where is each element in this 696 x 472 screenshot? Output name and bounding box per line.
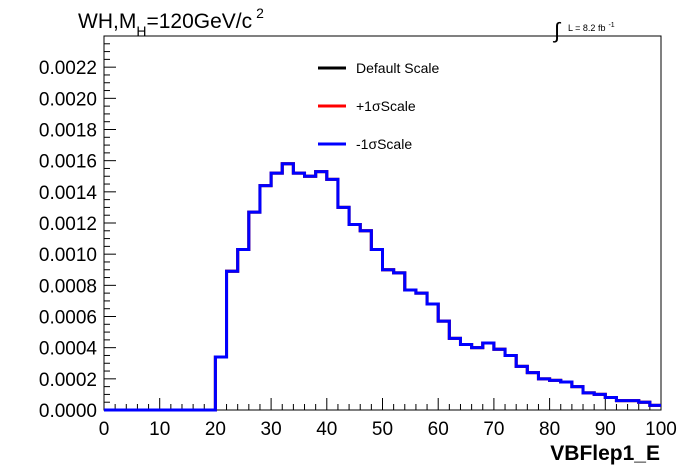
chart-title: WH,MH=120GeV/c 2 <box>78 5 264 39</box>
x-tick-label: 10 <box>149 419 170 440</box>
y-tick-label: 0.0006 <box>39 308 97 329</box>
title-rest: =120GeV/c <box>146 10 252 33</box>
y-tick-label: 0.0008 <box>39 276 97 297</box>
y-tick-label: 0.0018 <box>39 121 97 142</box>
x-tick-label: 0 <box>99 419 110 440</box>
y-axis: 0.0000 0.0002 0.0004 0.0006 0.0008 0.0010 0.00… <box>39 43 116 422</box>
y-tick-label: 0.0002 <box>39 370 97 391</box>
title-main: WH,M <box>78 10 136 33</box>
x-tick-label: 60 <box>428 419 449 440</box>
y-tick-label: 0.0000 <box>39 401 97 422</box>
title-superscript: 2 <box>256 5 264 21</box>
lumi-integral: ∫ <box>552 18 562 43</box>
y-tick-label: 0.0010 <box>39 245 97 266</box>
legend: Default Scale +1σScale -1σScale <box>318 60 439 152</box>
lumi-superscript: -1 <box>608 22 614 29</box>
x-tick-label: 90 <box>595 419 616 440</box>
title-subscript: H <box>136 23 146 39</box>
y-tick-label: 0.0004 <box>39 339 98 360</box>
lumi-text: L = 8.2 fb <box>568 23 605 33</box>
y-tick-label: 0.0020 <box>39 89 97 110</box>
lumi-label: L = 8.2 fb -1 <box>568 22 615 33</box>
y-tick-label: 0.0012 <box>39 214 97 235</box>
x-tick-label: 50 <box>372 419 393 440</box>
series-line--1-scale <box>104 162 661 412</box>
x-tick-label: 100 <box>645 419 677 440</box>
x-tick-label: 30 <box>261 419 282 440</box>
series-line--1-scale <box>104 162 661 412</box>
x-axis: 0 10 20 30 40 50 60 70 80 90 100 <box>99 398 677 440</box>
plot-frame <box>103 35 662 411</box>
legend-label: +1σScale <box>356 98 416 114</box>
y-tick-label: 0.0022 <box>39 58 97 79</box>
x-tick-label: 20 <box>205 419 226 440</box>
x-tick-label: 40 <box>316 419 337 440</box>
x-tick-label: 80 <box>539 419 560 440</box>
series-group <box>104 162 661 412</box>
x-tick-label: 70 <box>483 419 504 440</box>
series-line-default-scale <box>104 162 661 412</box>
x-axis-title: VBFlep1_E <box>550 442 660 465</box>
y-tick-label: 0.0016 <box>39 152 97 173</box>
y-tick-label: 0.0014 <box>39 183 98 204</box>
legend-label: -1σScale <box>356 136 412 152</box>
legend-label: Default Scale <box>356 60 439 76</box>
